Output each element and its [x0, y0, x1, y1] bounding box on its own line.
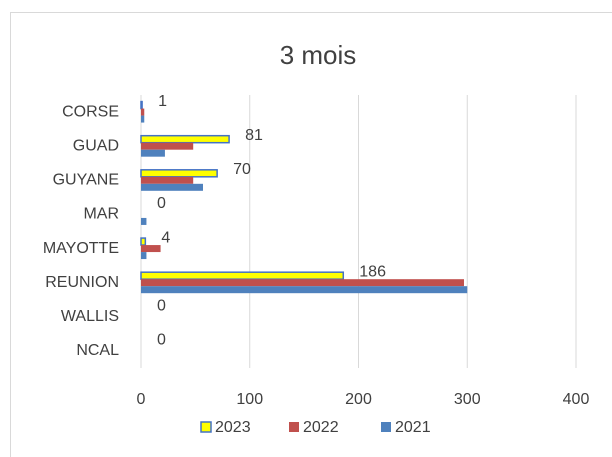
data-label: 0 [157, 195, 166, 212]
y-tick-label: WALLIS [61, 308, 119, 325]
y-tick-label: REUNION [45, 274, 119, 291]
x-tick-label: 300 [454, 391, 481, 408]
bar [141, 142, 194, 150]
legend-label: 2021 [395, 419, 431, 436]
bar [141, 149, 165, 157]
data-label: 0 [157, 298, 166, 315]
legend-swatch [381, 422, 391, 432]
y-tick-label: CORSE [62, 103, 119, 120]
data-label: 81 [245, 127, 263, 144]
bar [141, 252, 147, 260]
legend-swatch [200, 421, 212, 433]
bar [141, 183, 203, 191]
bar [141, 176, 194, 184]
data-label: 1 [158, 93, 167, 110]
bar [140, 271, 345, 280]
y-tick-label: MAR [83, 206, 119, 223]
chart-title: 3 mois [280, 40, 357, 70]
y-tick-label: MAYOTTE [43, 240, 119, 257]
bar [140, 237, 147, 246]
data-label: 4 [161, 229, 170, 246]
data-label: 70 [233, 161, 251, 178]
bar [141, 279, 464, 287]
y-tick-label: GUAD [73, 137, 119, 154]
bar [141, 217, 147, 225]
legend-label: 2023 [215, 419, 251, 436]
x-tick-label: 100 [236, 391, 263, 408]
y-tick-label: NCAL [76, 342, 119, 359]
bar [140, 100, 143, 110]
x-tick-label: 400 [563, 391, 590, 408]
bar [140, 169, 218, 178]
bar [141, 108, 145, 116]
x-tick-label: 200 [345, 391, 372, 408]
chart-border [10, 12, 612, 457]
y-tick-label: GUYANE [53, 172, 119, 189]
x-tick-label: 0 [137, 391, 146, 408]
bar [141, 286, 468, 294]
bar [140, 134, 230, 144]
bar [141, 245, 161, 253]
data-label: 186 [359, 263, 386, 280]
legend-label: 2022 [303, 419, 339, 436]
legend-swatch [289, 422, 299, 432]
data-label: 0 [157, 332, 166, 349]
bar [141, 115, 145, 123]
